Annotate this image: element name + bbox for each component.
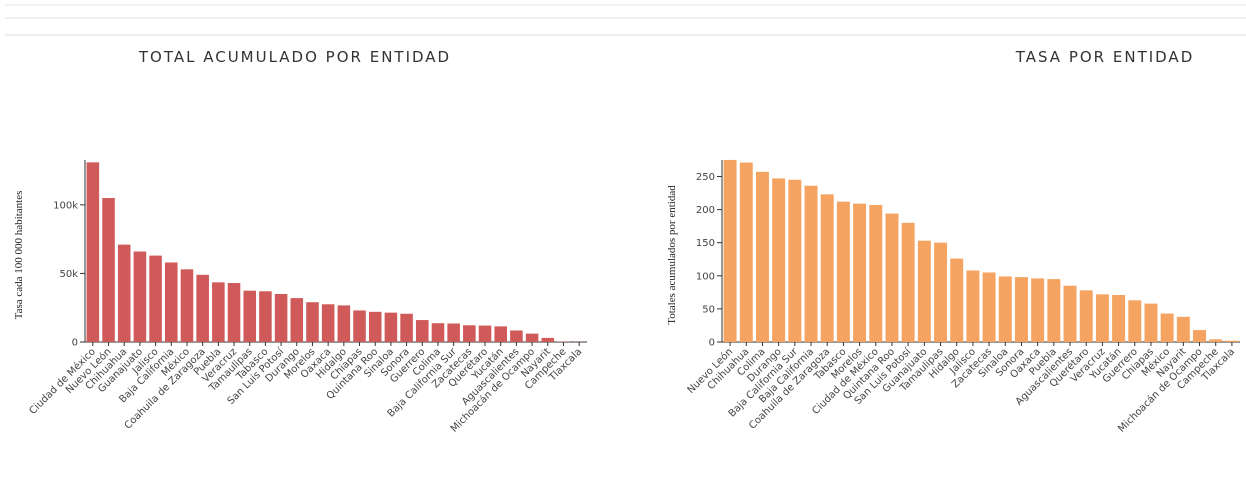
y-tick-label: 50 — [702, 304, 715, 315]
bar — [885, 214, 898, 342]
bar — [181, 269, 194, 342]
y-tick-label: 50k — [59, 269, 78, 280]
bar — [432, 323, 445, 342]
y-tick-label: 150 — [696, 238, 715, 249]
bar — [1047, 279, 1060, 342]
bar — [400, 314, 413, 342]
bar — [918, 241, 931, 342]
chart-title: TASA POR ENTIDAD — [1015, 48, 1195, 66]
y-tick-label: 250 — [696, 172, 715, 183]
bar — [1112, 295, 1125, 342]
bar — [291, 298, 304, 342]
bar — [1193, 330, 1206, 342]
bar — [228, 283, 241, 342]
bar — [212, 282, 225, 342]
bar — [259, 291, 272, 342]
bar — [1177, 317, 1190, 342]
bar — [902, 223, 915, 342]
y-axis-title: Tasa cada 100 000 habitantes — [13, 191, 25, 320]
bar — [275, 294, 288, 342]
bar — [837, 202, 850, 342]
bar — [1225, 341, 1238, 342]
bar — [983, 272, 996, 342]
bar — [1096, 294, 1109, 342]
y-tick-label: 100 — [696, 271, 715, 282]
bar — [869, 205, 882, 342]
bar — [494, 326, 507, 342]
bar — [1128, 300, 1141, 342]
bar — [1080, 290, 1093, 342]
bar — [306, 302, 319, 342]
bar — [479, 326, 492, 342]
y-tick-label: 0 — [72, 338, 78, 349]
bar — [853, 204, 866, 342]
bar — [196, 275, 209, 342]
bar — [1015, 277, 1028, 342]
chart-title: TOTAL ACUMULADO POR ENTIDAD — [138, 48, 451, 66]
bar — [966, 270, 979, 342]
y-tick-label: 200 — [696, 205, 715, 216]
y-tick-label: 0 — [709, 338, 715, 349]
bar — [756, 172, 769, 342]
bar — [243, 291, 256, 342]
bar — [102, 198, 115, 342]
bar — [526, 334, 539, 342]
y-axis-title: Totales acumulados por entidad — [666, 185, 678, 325]
bar — [950, 259, 963, 342]
bar — [385, 313, 398, 342]
bar — [165, 262, 178, 342]
bar — [1031, 278, 1044, 342]
bar — [934, 243, 947, 342]
bar — [772, 178, 785, 342]
bar — [821, 194, 834, 342]
bar — [724, 160, 737, 342]
bar — [463, 325, 476, 342]
bar — [1064, 286, 1077, 342]
bar — [1144, 304, 1157, 342]
bar — [353, 310, 366, 342]
bar — [999, 276, 1012, 342]
bar — [416, 320, 429, 342]
bar — [447, 323, 460, 342]
bar — [322, 304, 335, 342]
bar — [740, 163, 753, 342]
bar — [338, 305, 351, 342]
bar — [1209, 339, 1222, 342]
y-tick-label: 100k — [53, 200, 78, 211]
bar — [87, 162, 100, 342]
bar — [118, 245, 131, 342]
bar — [134, 251, 147, 342]
bar — [788, 180, 801, 342]
bar — [542, 338, 555, 342]
bar — [805, 186, 818, 342]
bar — [369, 312, 382, 342]
bar — [510, 330, 523, 342]
bar — [149, 256, 162, 342]
bar — [1161, 314, 1174, 342]
